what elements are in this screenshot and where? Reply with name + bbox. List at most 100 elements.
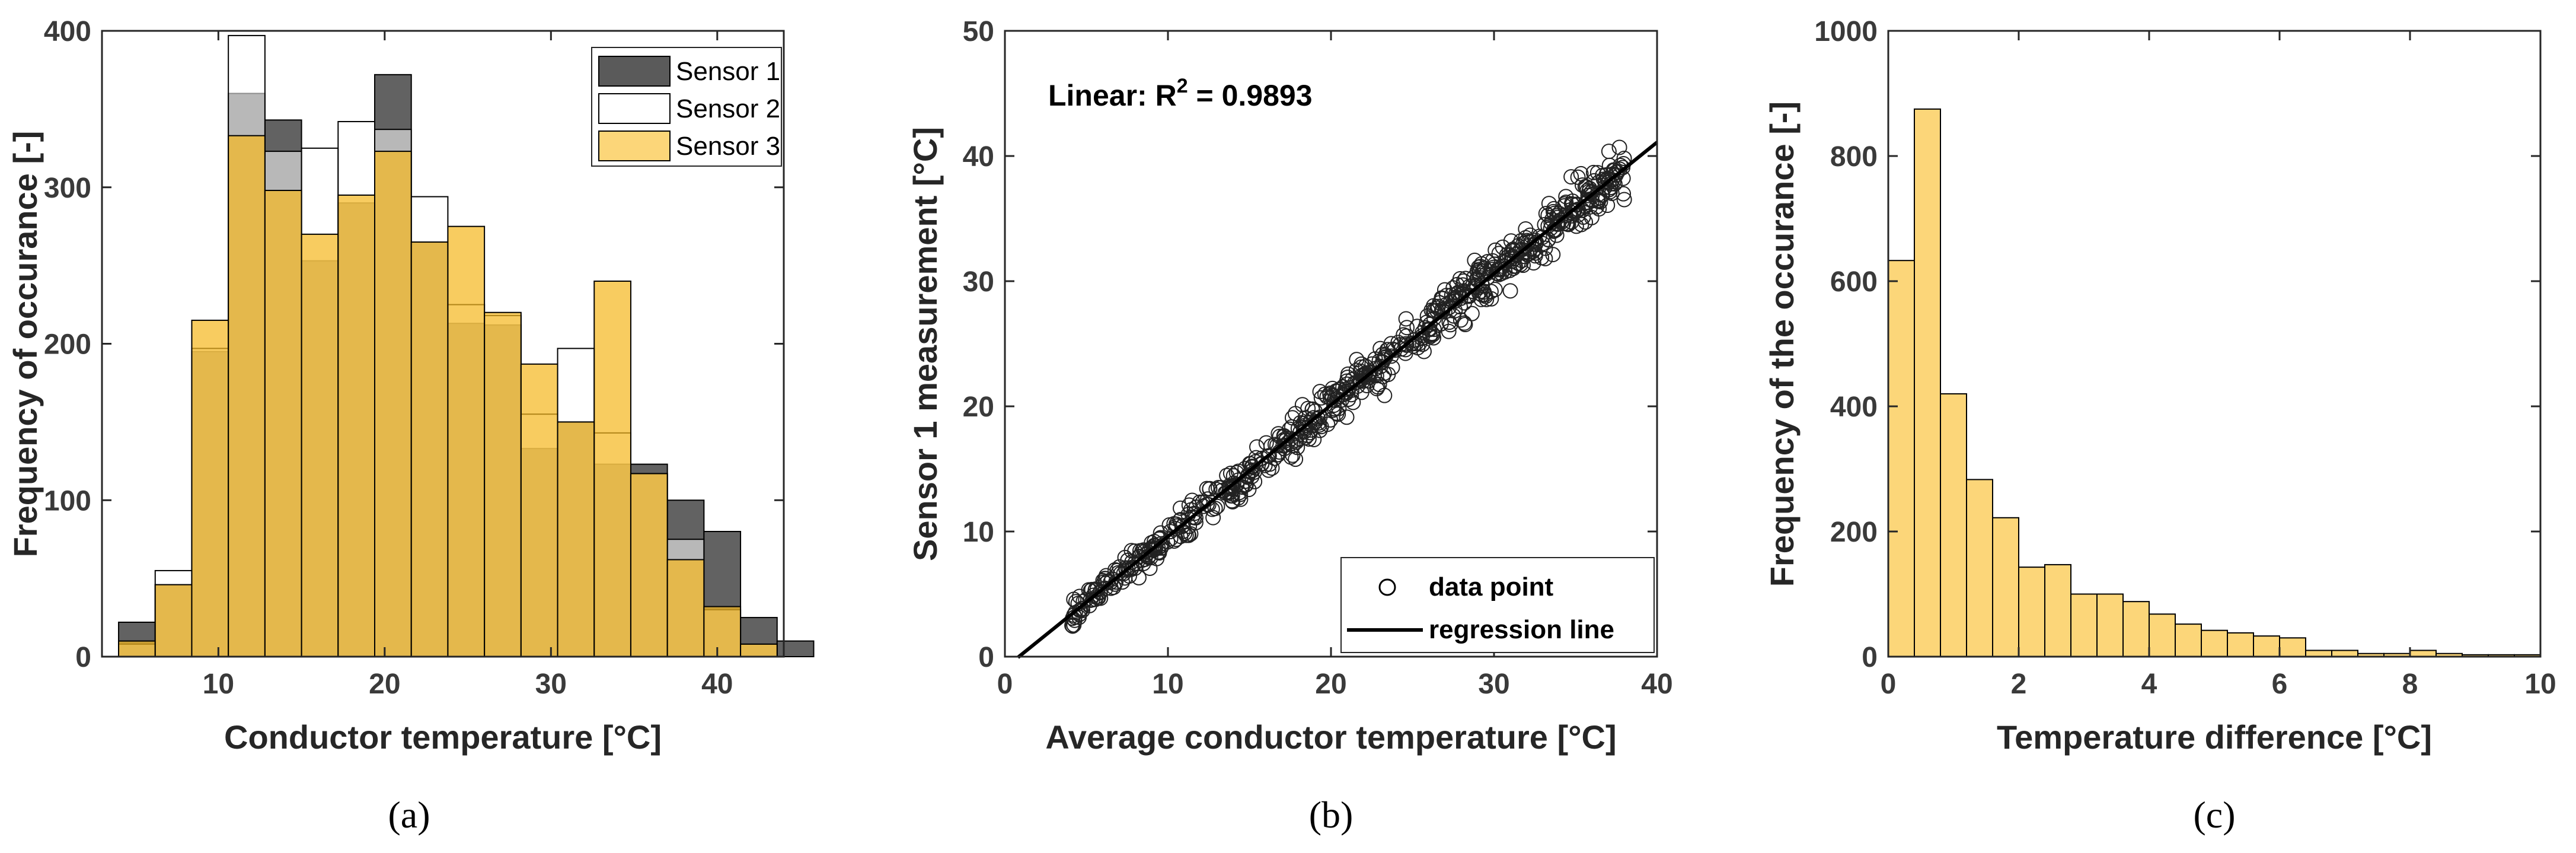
data-point (1573, 165, 1589, 182)
panel-b-y-tick-label: 20 (963, 392, 994, 423)
data-point (1611, 139, 1627, 155)
panel-a-x-tick-label: 30 (535, 669, 567, 700)
panel-b-x-axis-label: Average conductor temperature [°C] (1045, 718, 1616, 756)
data-point (1214, 482, 1230, 498)
panel-b-x-tick-label: 30 (1478, 669, 1509, 700)
data-point (1445, 280, 1461, 296)
panel-b-ticks: 0 10 20 30 40 0 10 20 30 40 50 (963, 16, 1673, 700)
panel-b-y-tick-label: 50 (963, 16, 994, 47)
bar-sensor-3 (228, 135, 266, 657)
data-point (1341, 380, 1357, 396)
data-point (1224, 493, 1240, 509)
data-point (1616, 151, 1632, 167)
data-point (1254, 456, 1270, 472)
panel-c-bars (1888, 108, 2541, 658)
panel-b-x-tick-label: 40 (1641, 669, 1672, 700)
data-point (1426, 330, 1442, 346)
legend-label-sensor-1: Sensor 1 (676, 57, 780, 86)
data-point (1370, 379, 1386, 395)
data-point (1284, 410, 1300, 426)
data-point (1084, 592, 1100, 608)
panel-c-histogram: 0 2 4 6 8 10 0 200 400 600 800 1000 Temperature dif… (1763, 16, 2556, 836)
data-point (1560, 216, 1576, 232)
data-point (1558, 189, 1574, 205)
data-point (1540, 207, 1556, 223)
bar-temperature-difference (2201, 629, 2228, 657)
panel-c-x-axis-label: Temperature difference [°C] (1997, 718, 2432, 756)
panel-a-y-tick-label: 400 (44, 16, 91, 47)
data-point (1616, 186, 1632, 202)
panel-b-y-tick-label: 10 (963, 517, 994, 548)
panel-a-x-axis-label: Conductor temperature [°C] (224, 718, 662, 756)
panel-a-bars (118, 34, 815, 658)
bar-sensor-3 (520, 363, 558, 657)
panel-a-y-tick-label: 0 (75, 642, 91, 673)
panel-a-legend: Sensor 1 Sensor 2 Sensor 3 (591, 47, 782, 167)
bar-sensor-3 (630, 473, 668, 657)
bar-temperature-difference (1966, 479, 1993, 657)
data-point (1247, 473, 1263, 489)
data-point (1151, 545, 1167, 561)
panel-a-y-tick-label: 300 (44, 173, 91, 204)
data-point (1098, 568, 1114, 584)
data-point (1123, 561, 1139, 577)
data-point (1396, 327, 1412, 343)
panel-c-x-tick-label: 10 (2524, 669, 2556, 700)
panel-b-scatter: 0 10 20 30 40 0 10 20 30 40 50 Linear: R2 = 0.9893… (906, 16, 1673, 836)
data-point (1563, 169, 1579, 185)
bar-temperature-difference (1888, 260, 1915, 657)
data-point (1538, 206, 1554, 222)
data-point (1505, 260, 1521, 276)
data-point (1276, 437, 1292, 453)
data-point (1513, 233, 1529, 249)
r-squared-prefix: Linear: R (1048, 79, 1177, 112)
data-point (1283, 449, 1299, 465)
data-point (1354, 359, 1370, 375)
bar-sensor-3 (374, 151, 412, 657)
data-point (1369, 381, 1385, 397)
data-point (1301, 431, 1317, 447)
bar-sensor-3 (447, 225, 486, 657)
data-point (1322, 385, 1338, 401)
legend-label-sensor-3: Sensor 3 (676, 132, 780, 161)
panel-c-x-tick-label: 4 (2141, 669, 2157, 700)
panel-b-label: (b) (1309, 794, 1354, 836)
panel-a-y-axis-label: Frequency of occurance [-] (7, 131, 44, 558)
data-point (1565, 203, 1581, 219)
bar-sensor-3 (264, 190, 302, 657)
bar-temperature-difference (2305, 650, 2332, 657)
data-point (1173, 500, 1189, 516)
panel-b-x-tick-label: 0 (997, 669, 1013, 700)
panel-c-ticks: 0 2 4 6 8 10 0 200 400 600 800 1000 (1814, 16, 2556, 700)
panel-c-y-tick-label: 600 (1830, 266, 1878, 298)
bar-temperature-difference (2279, 637, 2306, 657)
data-point (1546, 205, 1562, 221)
data-point (1464, 305, 1480, 322)
panel-b-y-axis-label: Sensor 1 measurement [°C] (906, 127, 944, 561)
data-point (1560, 217, 1576, 233)
bar-temperature-difference (2096, 593, 2124, 657)
bar-temperature-difference (1992, 517, 2019, 657)
bar-sensor-3 (410, 241, 449, 657)
legend-label-data-point: data point (1429, 572, 1554, 601)
bar-temperature-difference (2018, 566, 2045, 658)
panel-c-axes-box (1887, 30, 2542, 658)
data-point (1570, 169, 1586, 185)
panel-b-x-tick-label: 10 (1152, 669, 1183, 700)
data-point (1446, 308, 1462, 324)
bar-temperature-difference (2149, 613, 2176, 658)
data-point (1610, 164, 1626, 180)
data-point (1421, 321, 1437, 337)
legend-swatch-sensor-3 (598, 131, 671, 161)
bar-temperature-difference (2122, 601, 2150, 657)
bar-temperature-difference (2227, 632, 2254, 658)
data-point (1202, 481, 1218, 497)
bar-sensor-1 (776, 640, 815, 657)
data-point (1541, 196, 1557, 212)
data-point (1297, 419, 1313, 435)
data-point (1589, 165, 1605, 181)
bar-sensor-3 (484, 311, 522, 657)
panel-c-y-tick-label: 200 (1830, 517, 1878, 548)
r-squared-superscript: 2 (1177, 75, 1188, 97)
